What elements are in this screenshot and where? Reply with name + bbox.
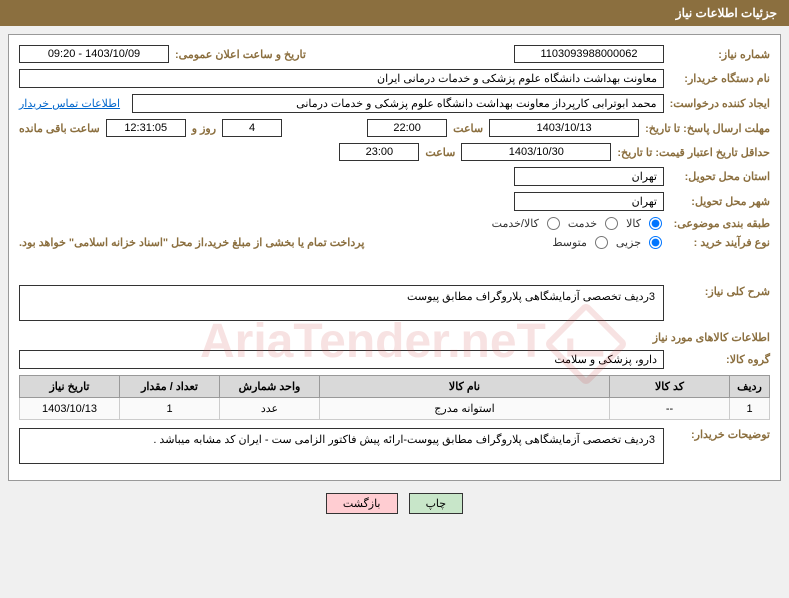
province-label: استان محل تحویل: (670, 170, 770, 183)
response-deadline-label: مهلت ارسال پاسخ: تا تاریخ: (645, 122, 770, 135)
th-name: نام کالا (320, 376, 610, 398)
details-panel: شماره نیاز: 1103093988000062 تاریخ و ساع… (8, 34, 781, 481)
process-label: نوع فرآیند خرید : (670, 236, 770, 249)
th-qty: تعداد / مقدار (120, 376, 220, 398)
contact-link[interactable]: اطلاعات تماس خریدار (19, 97, 120, 110)
requester-field: محمد ابوترابی کارپرداز معاونت بهداشت دان… (132, 94, 664, 113)
th-date: تاریخ نیاز (20, 376, 120, 398)
th-row: ردیف (730, 376, 770, 398)
need-number-label: شماره نیاز: (670, 48, 770, 61)
remaining-days-field: 4 (222, 119, 282, 137)
payment-note: پرداخت تمام یا بخشی از مبلغ خرید،از محل … (19, 236, 364, 249)
radio-jozi[interactable] (649, 236, 662, 249)
desc-label: شرح کلی نیاز: (670, 285, 770, 298)
goods-group-label: گروه کالا: (670, 353, 770, 366)
response-time-field: 22:00 (367, 119, 447, 137)
radio-kala[interactable] (649, 217, 662, 230)
announce-label: تاریخ و ساعت اعلان عمومی: (175, 48, 306, 61)
time-label-1: ساعت (453, 122, 483, 135)
radio-kala-khadamat-label: کالا/خدمت (492, 217, 539, 230)
radio-motevaset[interactable] (595, 236, 608, 249)
validity-date-field: 1403/10/30 (461, 143, 611, 161)
cell-row: 1 (730, 398, 770, 420)
category-label: طبقه بندی موضوعی: (670, 217, 770, 230)
cell-name: استوانه مدرج (320, 398, 610, 420)
city-field: تهران (514, 192, 664, 211)
category-radio-group: کالا خدمت کالا/خدمت (492, 217, 664, 230)
goods-group-field: دارو، پزشکی و سلامت (19, 350, 664, 369)
announce-field: 1403/10/09 - 09:20 (19, 45, 169, 63)
cell-unit: عدد (220, 398, 320, 420)
goods-table: ردیف کد کالا نام کالا واحد شمارش تعداد /… (19, 375, 770, 420)
requester-label: ایجاد کننده درخواست: (670, 97, 770, 110)
page-title: جزئیات اطلاعات نیاز (676, 6, 777, 20)
remaining-label: ساعت باقی مانده (19, 122, 100, 135)
table-header-row: ردیف کد کالا نام کالا واحد شمارش تعداد /… (20, 376, 770, 398)
back-button[interactable]: بازگشت (326, 493, 398, 514)
goods-info-title: اطلاعات کالاهای مورد نیاز (19, 331, 770, 344)
buyer-org-label: نام دستگاه خریدار: (670, 72, 770, 85)
province-field: تهران (514, 167, 664, 186)
remaining-time-field: 12:31:05 (106, 119, 186, 137)
cell-qty: 1 (120, 398, 220, 420)
radio-kala-khadamat[interactable] (547, 217, 560, 230)
desc-textarea: 3ردیف تخصصی آزمایشگاهی پلاروگراف مطابق پ… (19, 285, 664, 321)
days-and-label: روز و (192, 122, 216, 135)
validity-time-field: 23:00 (339, 143, 419, 161)
buyer-notes-textarea: 3ردیف تخصصی آزمایشگاهی پلاروگراف مطابق پ… (19, 428, 664, 464)
time-label-2: ساعت (425, 146, 455, 159)
radio-motevaset-label: متوسط (552, 236, 587, 249)
response-date-field: 1403/10/13 (489, 119, 639, 137)
city-label: شهر محل تحویل: (670, 195, 770, 208)
cell-date: 1403/10/13 (20, 398, 120, 420)
buyer-notes-label: توضیحات خریدار: (670, 428, 770, 441)
cell-code: -- (610, 398, 730, 420)
radio-khadamat-label: خدمت (568, 217, 597, 230)
th-code: کد کالا (610, 376, 730, 398)
table-row: 1 -- استوانه مدرج عدد 1 1403/10/13 (20, 398, 770, 420)
th-unit: واحد شمارش (220, 376, 320, 398)
print-button[interactable]: چاپ (409, 493, 464, 514)
validity-label: حداقل تاریخ اعتبار قیمت: تا تاریخ: (617, 146, 770, 159)
buttons-row: چاپ بازگشت (0, 493, 789, 514)
need-number-field: 1103093988000062 (514, 45, 664, 63)
page-header: جزئیات اطلاعات نیاز (0, 0, 789, 26)
radio-khadamat[interactable] (605, 217, 618, 230)
radio-jozi-label: جزیی (616, 236, 641, 249)
radio-kala-label: کالا (626, 217, 641, 230)
process-radio-group: جزیی متوسط (552, 236, 664, 249)
buyer-org-field: معاونت بهداشت دانشگاه علوم پزشکی و خدمات… (19, 69, 664, 88)
